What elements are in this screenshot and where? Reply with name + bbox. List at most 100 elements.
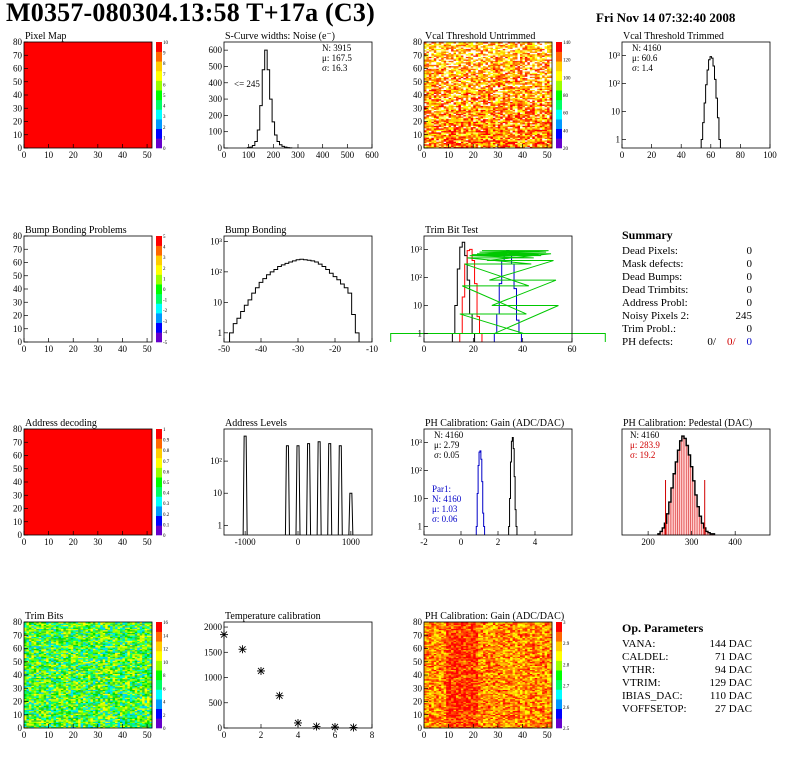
heatmap-cell — [505, 92, 508, 94]
heatmap-cell — [431, 105, 435, 108]
heatmap-cell — [473, 89, 476, 92]
heatmap-cell — [492, 116, 496, 118]
heatmap-cell — [537, 91, 540, 93]
heatmap-cell — [456, 98, 459, 101]
heatmap-cell — [433, 102, 437, 105]
heatmap-cell — [468, 109, 472, 112]
heatmap-cell — [502, 124, 506, 126]
heatmap-cell — [453, 68, 457, 71]
heatmap-cell — [465, 114, 469, 117]
heatmap-cell — [433, 59, 437, 61]
heatmap-cell — [465, 56, 469, 59]
heatmap-cell — [473, 59, 476, 61]
heatmap-cell — [515, 81, 518, 84]
heatmap-cell — [431, 48, 435, 51]
heatmap-cell — [529, 59, 533, 61]
heatmap-cell — [33, 629, 37, 632]
heatmap-cell — [539, 106, 543, 109]
heatmap-cell — [495, 71, 499, 73]
heatmap-cell — [495, 124, 499, 126]
heatmap-cell — [517, 92, 521, 94]
heatmap-cell — [478, 112, 481, 114]
heatmap-cell — [537, 98, 540, 101]
heatmap-cell — [475, 57, 479, 60]
heatmap-cell — [24, 717, 27, 720]
heatmap-cell — [26, 697, 30, 700]
x-tick-label: 50 — [143, 537, 153, 547]
heatmap-cell — [33, 633, 37, 636]
heatmap-cell — [475, 81, 479, 84]
heatmap-cell — [524, 138, 528, 141]
heatmap-cell — [431, 43, 435, 45]
heatmap-cell — [500, 120, 504, 122]
heatmap-cell — [24, 664, 27, 667]
x-tick-label: 200 — [267, 150, 281, 160]
heatmap-cell — [549, 60, 553, 63]
heatmap-cell — [529, 76, 533, 79]
heatmap-cell — [431, 121, 435, 124]
heatmap-cell — [485, 104, 489, 106]
heatmap-cell — [433, 88, 437, 90]
heatmap-cell — [31, 713, 35, 716]
heatmap-cell — [431, 91, 435, 93]
heatmap-cell — [500, 130, 504, 133]
heatmap-cell — [502, 42, 506, 44]
heatmap-cell — [547, 101, 550, 104]
heatmap-cell — [456, 113, 459, 116]
heatmap-cell — [527, 64, 531, 67]
heatmap-cell — [448, 83, 452, 85]
heatmap-cell — [490, 83, 494, 85]
heatmap-cell — [532, 130, 536, 133]
heatmap-cell — [492, 45, 496, 48]
heatmap-cell — [426, 100, 430, 102]
heatmap-cell — [517, 73, 521, 76]
heatmap-cell — [478, 84, 481, 87]
heatmap-cell — [424, 55, 427, 57]
heatmap-cell — [537, 47, 540, 49]
heatmap-cell — [436, 114, 440, 117]
heatmap-cell — [520, 53, 523, 56]
heatmap-cell — [28, 678, 32, 681]
heatmap-cell — [495, 60, 499, 63]
heatmap-cell — [532, 87, 536, 89]
heatmap-cell — [441, 93, 444, 96]
heatmap-cell — [460, 133, 464, 136]
heatmap-cell — [468, 95, 472, 97]
heatmap-cell — [495, 56, 499, 59]
heatmap-cell — [544, 120, 548, 122]
heatmap-cell — [497, 112, 501, 114]
heatmap-cell — [470, 117, 474, 120]
heatmap-cell — [436, 92, 440, 94]
heatmap-cell — [473, 129, 476, 132]
heatmap-cell — [488, 105, 491, 108]
heatmap-cell — [507, 45, 511, 48]
heatmap-cell — [497, 79, 501, 81]
heatmap-cell — [438, 79, 442, 81]
heatmap-cell — [436, 113, 440, 116]
heatmap-cell — [549, 102, 553, 105]
heatmap-cell — [460, 104, 464, 106]
heatmap-cell — [453, 65, 457, 68]
heatmap-cell — [465, 72, 469, 75]
heatmap-cell — [534, 138, 538, 141]
heatmap-cell — [470, 129, 474, 132]
heatmap-cell — [456, 116, 459, 118]
heatmap-cell — [524, 87, 528, 89]
heatmap-cell — [497, 81, 501, 84]
heatmap-cell — [512, 134, 516, 137]
y-tick-label: 10³ — [410, 437, 422, 447]
heatmap-cell — [483, 130, 486, 133]
heatmap-cell — [529, 117, 533, 120]
heatmap-cell — [517, 116, 521, 118]
heatmap-cell — [539, 55, 543, 57]
heatmap-cell — [451, 44, 454, 47]
plot-frame — [621, 428, 771, 536]
heatmap-cell — [524, 48, 528, 51]
heatmap-cell — [532, 96, 536, 98]
y-tick-label: 20 — [13, 311, 23, 321]
heatmap-cell — [532, 128, 536, 130]
heatmap-cell — [529, 144, 533, 146]
heatmap-cell — [534, 120, 538, 122]
heatmap-cell — [522, 89, 526, 92]
heatmap-cell — [448, 91, 452, 93]
